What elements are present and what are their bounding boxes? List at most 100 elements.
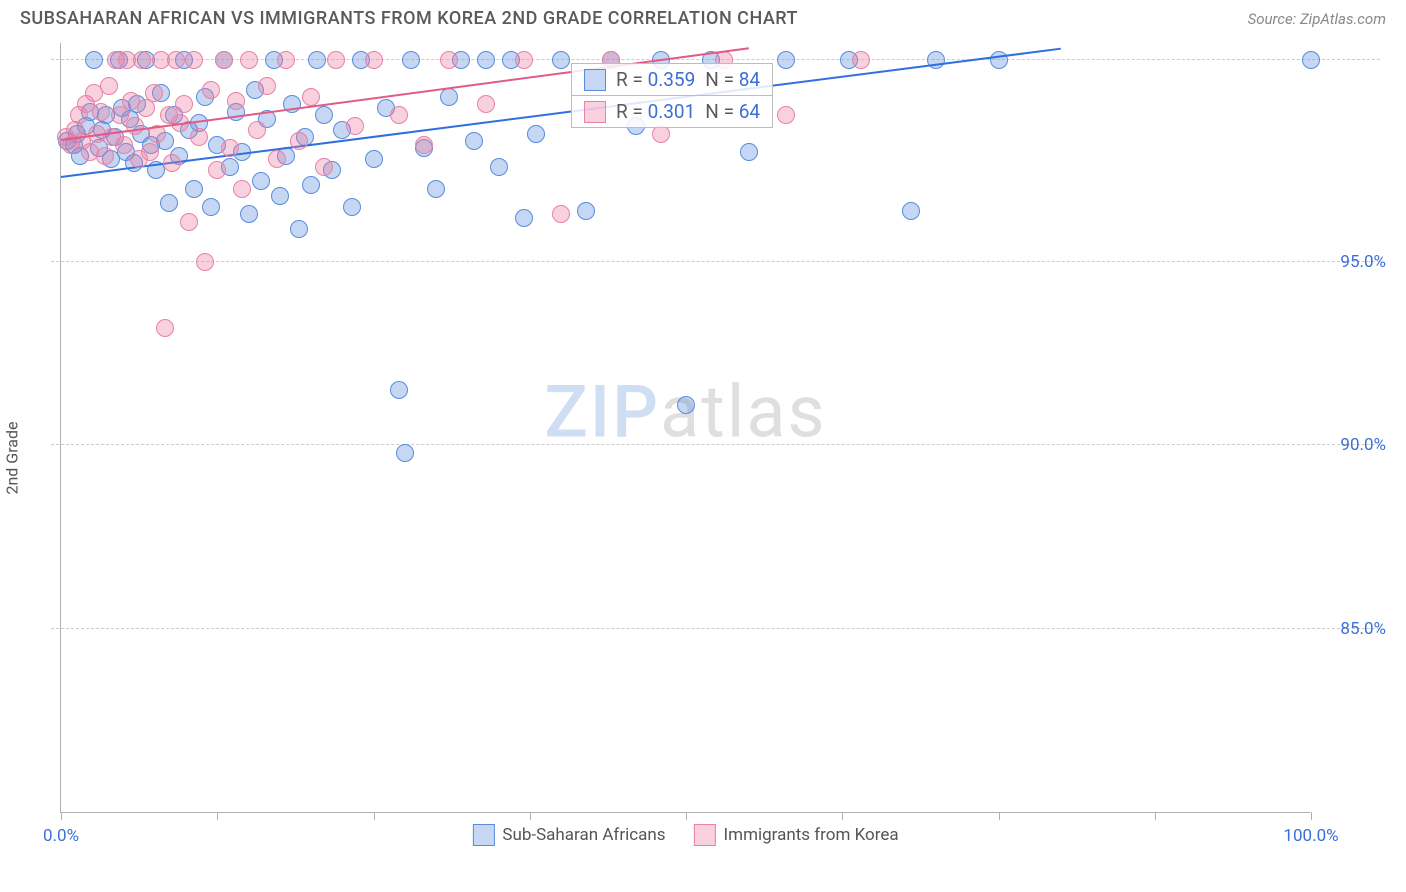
y-tick-label: 90.0% bbox=[1340, 435, 1386, 455]
stats-box: R = 0.301N = 64 bbox=[571, 95, 773, 128]
data-point bbox=[477, 95, 495, 113]
x-tick-label: 0.0% bbox=[43, 826, 79, 846]
data-point bbox=[390, 106, 408, 124]
data-point bbox=[240, 205, 258, 223]
chart-wrap: 2nd Grade ZIPatlas 85.0%90.0%95.0%0.0%10… bbox=[0, 33, 1406, 883]
data-point bbox=[440, 51, 458, 69]
data-point bbox=[208, 161, 226, 179]
data-point bbox=[477, 51, 495, 69]
stat-n-label: N = 84 bbox=[705, 68, 760, 91]
x-tick bbox=[530, 812, 531, 820]
grid-line bbox=[51, 444, 1380, 445]
data-point bbox=[440, 88, 458, 106]
data-point bbox=[677, 396, 695, 414]
stat-r-value: 0.359 bbox=[648, 68, 696, 91]
data-point bbox=[402, 51, 420, 69]
data-point bbox=[277, 51, 295, 69]
data-point bbox=[156, 319, 174, 337]
chart-title: SUBSAHARAN AFRICAN VS IMMIGRANTS FROM KO… bbox=[20, 8, 798, 29]
x-tick bbox=[686, 812, 687, 820]
data-point bbox=[302, 88, 320, 106]
legend-item: Sub-Saharan Africans bbox=[472, 824, 665, 846]
data-point bbox=[415, 136, 433, 154]
data-point bbox=[308, 51, 326, 69]
data-point bbox=[365, 51, 383, 69]
data-point bbox=[552, 51, 570, 69]
data-point bbox=[515, 51, 533, 69]
data-point bbox=[100, 77, 118, 95]
grid-line bbox=[51, 261, 1380, 262]
data-point bbox=[365, 150, 383, 168]
y-axis-label: 2nd Grade bbox=[3, 421, 22, 494]
data-point bbox=[202, 81, 220, 99]
data-point bbox=[167, 51, 185, 69]
watermark-zip: ZIP bbox=[544, 370, 660, 455]
data-point bbox=[115, 136, 133, 154]
x-tick bbox=[1311, 812, 1312, 820]
data-point bbox=[252, 172, 270, 190]
stat-r-label: R = 0.301 bbox=[616, 100, 695, 123]
data-point bbox=[315, 106, 333, 124]
data-point bbox=[927, 51, 945, 69]
data-point bbox=[327, 51, 345, 69]
x-tick bbox=[842, 812, 843, 820]
data-point bbox=[777, 51, 795, 69]
data-point bbox=[390, 381, 408, 399]
data-point bbox=[515, 209, 533, 227]
data-point bbox=[133, 51, 151, 69]
stats-box: R = 0.359 N = 84 bbox=[571, 63, 773, 96]
data-point bbox=[92, 103, 110, 121]
data-point bbox=[215, 51, 233, 69]
data-point bbox=[465, 132, 483, 150]
data-point bbox=[180, 213, 198, 231]
data-point bbox=[271, 187, 289, 205]
data-point bbox=[85, 51, 103, 69]
data-point bbox=[221, 139, 239, 157]
data-point bbox=[126, 117, 144, 135]
data-point bbox=[141, 143, 159, 161]
data-point bbox=[490, 158, 508, 176]
legend-swatch bbox=[472, 824, 494, 846]
stat-n-value: 84 bbox=[739, 68, 760, 91]
data-point bbox=[1302, 51, 1320, 69]
data-point bbox=[777, 106, 795, 124]
data-point bbox=[190, 128, 208, 146]
data-point bbox=[346, 117, 364, 135]
data-point bbox=[145, 84, 163, 102]
data-point bbox=[185, 180, 203, 198]
data-point bbox=[233, 180, 251, 198]
data-point bbox=[396, 444, 414, 462]
legend-swatch bbox=[584, 101, 606, 123]
data-point bbox=[902, 202, 920, 220]
data-point bbox=[427, 180, 445, 198]
data-point bbox=[290, 132, 308, 150]
legend-label: Sub-Saharan Africans bbox=[502, 825, 665, 845]
stat-r-value: 0.301 bbox=[648, 100, 696, 123]
data-point bbox=[163, 154, 181, 172]
x-tick bbox=[374, 812, 375, 820]
title-bar: SUBSAHARAN AFRICAN VS IMMIGRANTS FROM KO… bbox=[0, 0, 1406, 33]
data-point bbox=[343, 198, 361, 216]
y-tick-label: 95.0% bbox=[1340, 252, 1386, 272]
legend: Sub-Saharan Africans Immigrants from Kore… bbox=[472, 824, 898, 846]
legend-label: Immigrants from Korea bbox=[724, 825, 899, 845]
x-tick bbox=[217, 812, 218, 820]
data-point bbox=[175, 95, 193, 113]
data-point bbox=[185, 51, 203, 69]
data-point bbox=[852, 51, 870, 69]
x-tick bbox=[61, 812, 62, 820]
scatter-plot: ZIPatlas 85.0%90.0%95.0%0.0%100.0%R = 0.… bbox=[60, 43, 1310, 813]
x-tick bbox=[1155, 812, 1156, 820]
data-point bbox=[552, 205, 570, 223]
data-point bbox=[290, 220, 308, 238]
y-tick-label: 85.0% bbox=[1340, 619, 1386, 639]
stat-r-label: R = 0.359 bbox=[616, 68, 695, 91]
stat-n-value: 64 bbox=[739, 100, 760, 123]
data-point bbox=[227, 92, 245, 110]
data-point bbox=[240, 51, 258, 69]
source-label: Source: ZipAtlas.com bbox=[1248, 10, 1386, 28]
grid-line bbox=[51, 628, 1380, 629]
data-point bbox=[268, 150, 286, 168]
x-tick-label: 100.0% bbox=[1283, 826, 1338, 846]
data-point bbox=[577, 202, 595, 220]
